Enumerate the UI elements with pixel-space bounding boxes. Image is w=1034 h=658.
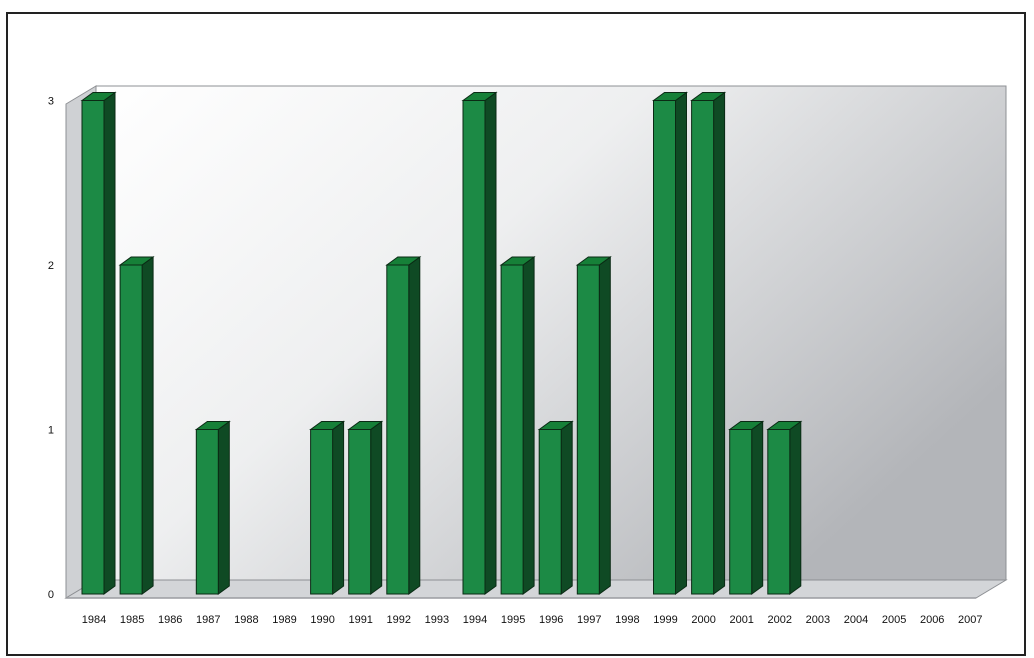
bar-front-face xyxy=(576,264,600,595)
x-tick-label: 1998 xyxy=(615,614,639,626)
bar-front-face xyxy=(538,429,562,595)
bar-side-face xyxy=(560,420,573,595)
bar-side-face xyxy=(675,91,687,595)
bar-front-face xyxy=(348,429,372,595)
x-tick-label: 1987 xyxy=(196,614,220,626)
bar xyxy=(347,420,384,595)
x-tick-label: 2001 xyxy=(729,614,753,626)
x-tick-label: 2000 xyxy=(691,614,715,626)
bar-front-face xyxy=(310,429,334,595)
x-tick-label: 1988 xyxy=(234,614,258,626)
x-tick-label: 1997 xyxy=(577,614,601,626)
x-tick-label: 2004 xyxy=(844,614,868,626)
x-tick-label: 2005 xyxy=(882,614,906,626)
bar-front-face xyxy=(462,100,486,595)
x-tick-label: 1985 xyxy=(120,614,144,626)
bar xyxy=(575,256,612,595)
bar xyxy=(651,91,689,595)
bar-front-face xyxy=(386,264,410,595)
bar xyxy=(194,420,231,595)
bar-side-face xyxy=(751,420,764,595)
bar xyxy=(385,256,422,595)
bar xyxy=(80,91,117,595)
bar xyxy=(690,91,727,595)
bar-side-face xyxy=(370,420,383,595)
y-tick-label: 1 xyxy=(48,425,54,437)
bar-side-face xyxy=(522,256,535,595)
bar-front-face xyxy=(119,264,143,595)
x-tick-label: 1984 xyxy=(82,614,106,626)
bar-front-face xyxy=(691,100,715,595)
bar-side-face xyxy=(713,91,726,595)
x-tick-label: 1989 xyxy=(272,614,296,626)
bar-side-face xyxy=(141,256,154,595)
y-tick-label: 3 xyxy=(48,96,54,108)
x-tick-label: 1994 xyxy=(463,614,487,626)
bar-front-face xyxy=(653,100,676,595)
y-tick-label: 0 xyxy=(48,589,54,601)
x-tick-label: 1990 xyxy=(310,614,334,626)
x-tick-label: 1999 xyxy=(653,614,677,626)
y-tick-label: 2 xyxy=(48,260,54,272)
bar xyxy=(461,91,498,595)
bar xyxy=(766,420,803,595)
bar xyxy=(118,256,155,595)
x-tick-label: 1995 xyxy=(501,614,525,626)
bar-front-face xyxy=(81,100,105,595)
bar-side-face xyxy=(789,420,802,595)
bar xyxy=(537,420,574,595)
bar xyxy=(499,256,536,595)
bar-side-face xyxy=(484,91,497,595)
bar-front-face xyxy=(195,429,219,595)
x-tick-label: 1992 xyxy=(387,614,411,626)
bar xyxy=(728,420,765,595)
bar xyxy=(309,420,346,595)
bar-front-face xyxy=(500,264,524,595)
bar-side-face xyxy=(408,256,421,595)
x-tick-label: 1993 xyxy=(425,614,449,626)
bar-side-face xyxy=(598,256,611,595)
bar-side-face xyxy=(332,420,345,595)
x-tick-label: 1991 xyxy=(348,614,372,626)
bar-side-face xyxy=(217,420,230,595)
bar-front-face xyxy=(729,429,753,595)
x-tick-label: 2003 xyxy=(806,614,830,626)
x-tick-label: 1996 xyxy=(539,614,563,626)
bar-front-face xyxy=(767,429,791,595)
x-tick-label: 1986 xyxy=(158,614,182,626)
x-tick-label: 2007 xyxy=(958,614,982,626)
x-tick-label: 2002 xyxy=(768,614,792,626)
bar-side-face xyxy=(103,91,116,595)
x-tick-label: 2006 xyxy=(920,614,944,626)
